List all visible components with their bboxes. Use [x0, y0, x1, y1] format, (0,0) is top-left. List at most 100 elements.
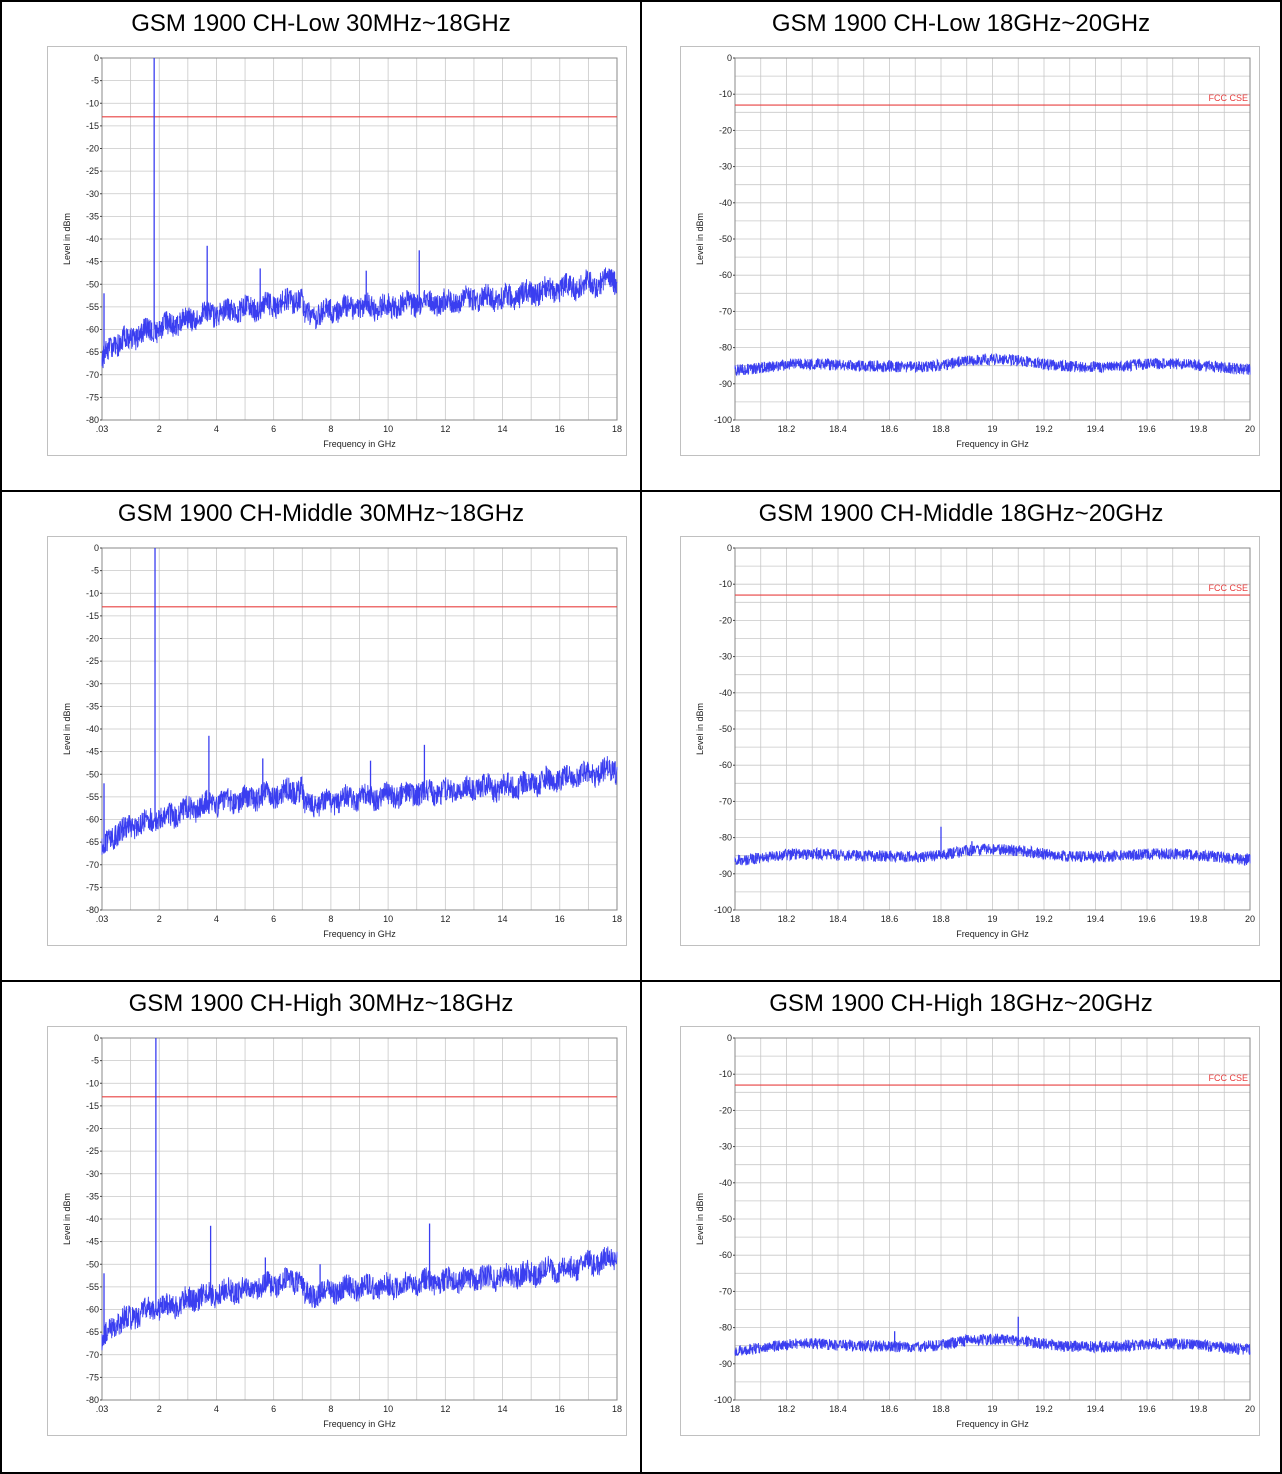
y-tick-label: -40 [719, 688, 732, 698]
x-tick-label: 2 [157, 914, 162, 924]
y-tick-label: -15 [86, 1101, 99, 1111]
x-tick-label: 19.6 [1138, 424, 1156, 434]
limit-label: FCC CSE [1208, 1073, 1248, 1083]
x-axis-label: Frequency in GHz [956, 439, 1029, 449]
y-tick-label: -10 [86, 1078, 99, 1088]
y-tick-label: -10 [86, 98, 99, 108]
y-tick-label: -100 [714, 1395, 732, 1405]
chart-title: GSM 1900 CH-Low 18GHz~20GHz [771, 10, 1151, 37]
y-tick-label: -40 [719, 1178, 732, 1188]
x-tick-label: 19.4 [1087, 914, 1105, 924]
y-tick-label: -50 [86, 769, 99, 779]
y-tick-label: -60 [86, 325, 99, 335]
x-tick-label: .03 [96, 1404, 109, 1414]
x-tick-label: 14 [498, 914, 508, 924]
x-tick-label: 2 [157, 1404, 162, 1414]
y-tick-label: -50 [719, 724, 732, 734]
x-tick-label: .03 [96, 424, 109, 434]
y-tick-label: -20 [86, 144, 99, 154]
cell-high-wide: GSM 1900 CH-High 30MHz~18GHz 0 -5 -10 -15 -2… [0, 980, 642, 1474]
y-tick-label: -65 [86, 347, 99, 357]
x-tick-label: 12 [440, 424, 450, 434]
chart-low-wide: 0 -5 -10 -15 -20 -25 -30 -35 -40 -45 -50 -55 -60 -65 -… [47, 46, 627, 456]
y-tick-label: -90 [719, 869, 732, 879]
x-tick-label: 10 [383, 1404, 393, 1414]
y-axis-label: Level in dBm [695, 703, 705, 755]
x-tick-label: 12 [440, 1404, 450, 1414]
x-tick-label: 19.6 [1138, 1404, 1156, 1414]
x-tick-label: 18 [730, 914, 740, 924]
y-tick-label: -10 [86, 588, 99, 598]
chart-frame [680, 1026, 1260, 1436]
chart-frame [47, 1026, 627, 1436]
x-tick-label: 19.2 [1035, 424, 1053, 434]
x-tick-label: 18.6 [881, 914, 899, 924]
y-tick-label: -10 [719, 579, 732, 589]
y-tick-label: -65 [86, 1327, 99, 1337]
chart-frame [47, 536, 627, 946]
x-tick-label: 19.4 [1087, 424, 1105, 434]
x-axis-label: Frequency in GHz [323, 929, 396, 939]
x-tick-label: 16 [555, 424, 565, 434]
x-tick-label: 18 [730, 424, 740, 434]
x-tick-label: 18 [612, 1404, 622, 1414]
y-tick-label: -40 [86, 234, 99, 244]
y-tick-label: -100 [714, 905, 732, 915]
trace-line [734, 352, 1251, 377]
y-tick-label: -60 [86, 1305, 99, 1315]
chart-title: GSM 1900 CH-Middle 30MHz~18GHz [117, 500, 525, 527]
y-axis-label: Level in dBm [62, 703, 72, 755]
y-tick-label: -30 [719, 652, 732, 662]
y-tick-label: -60 [719, 760, 732, 770]
x-tick-label: 18.4 [829, 424, 847, 434]
y-tick-label: -55 [86, 302, 99, 312]
x-tick-label: 19 [987, 914, 997, 924]
y-tick-label: 0 [94, 53, 99, 63]
y-tick-label: -35 [86, 701, 99, 711]
chart-frame [680, 46, 1260, 456]
y-tick-label: -60 [719, 270, 732, 280]
y-tick-label: -60 [86, 815, 99, 825]
y-tick-label: -60 [719, 1250, 732, 1260]
x-tick-label: 18.2 [778, 1404, 796, 1414]
trace-line [101, 756, 618, 855]
y-tick-label: -20 [719, 1105, 732, 1115]
chart-high-wide: 0 -5 -10 -15 -20 -25 -30 -35 -40 -45 -50 -55 -60 -65 -… [47, 1026, 627, 1436]
y-axis-label: Level in dBm [695, 1193, 705, 1245]
x-tick-label: 4 [214, 424, 219, 434]
chart-title: GSM 1900 CH-High 30MHz~18GHz [128, 990, 514, 1017]
cell-middle-wide: GSM 1900 CH-Middle 30MHz~18GHz 0 -5 -10 -15… [0, 490, 642, 982]
y-tick-label: -80 [86, 1395, 99, 1405]
x-tick-label: 12 [440, 914, 450, 924]
cell-low-wide: GSM 1900 CH-Low 30MHz~18GHz 0 -5 -10 -15 -20… [0, 0, 642, 492]
x-tick-label: 18.4 [829, 1404, 847, 1414]
y-tick-label: -20 [86, 1124, 99, 1134]
y-tick-label: -100 [714, 415, 732, 425]
x-tick-label: 19.8 [1190, 424, 1208, 434]
y-tick-label: -65 [86, 837, 99, 847]
y-tick-label: -80 [86, 415, 99, 425]
y-tick-label: -55 [86, 792, 99, 802]
y-tick-label: -75 [86, 1372, 99, 1382]
y-tick-label: -20 [719, 125, 732, 135]
y-tick-label: -70 [719, 796, 732, 806]
trace-line [101, 1246, 618, 1351]
x-tick-label: 6 [271, 1404, 276, 1414]
x-tick-label: 18 [612, 424, 622, 434]
x-tick-label: 20 [1245, 424, 1255, 434]
y-tick-label: -45 [86, 747, 99, 757]
x-axis-label: Frequency in GHz [323, 1419, 396, 1429]
x-tick-label: 18.8 [932, 424, 950, 434]
x-tick-label: 10 [383, 914, 393, 924]
y-tick-label: -30 [86, 679, 99, 689]
y-axis-label: Level in dBm [695, 213, 705, 265]
y-axis-label: Level in dBm [62, 213, 72, 265]
y-tick-label: -15 [86, 611, 99, 621]
x-tick-label: 6 [271, 914, 276, 924]
x-tick-label: 19.8 [1190, 914, 1208, 924]
y-tick-label: -80 [719, 833, 732, 843]
chart-title: GSM 1900 CH-High 18GHz~20GHz [769, 990, 1153, 1017]
y-tick-label: -35 [86, 1191, 99, 1201]
chart-frame [680, 536, 1260, 946]
